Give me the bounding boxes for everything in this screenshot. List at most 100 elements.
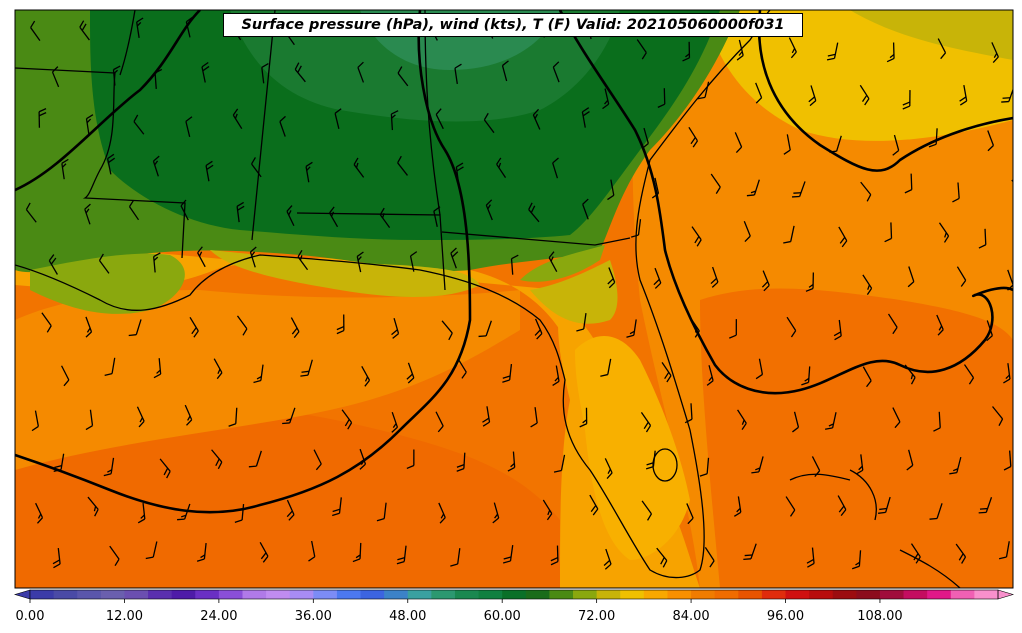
wind-barb [406, 449, 415, 470]
colorbar-segment [525, 590, 550, 599]
wind-barb [25, 202, 37, 223]
wind-barb [699, 457, 710, 477]
wind-barb [450, 548, 461, 567]
wind-barb [602, 88, 610, 110]
wind-barb [35, 502, 44, 524]
wind-barb [441, 320, 453, 341]
wind-barb [228, 407, 238, 427]
wind-barb [482, 406, 491, 427]
wind-barb [185, 16, 193, 38]
wind-barb [332, 497, 342, 517]
wind-barb [838, 226, 848, 248]
wind-barb [607, 267, 616, 289]
colorbar-segment [336, 590, 362, 599]
wind-barb [85, 114, 94, 135]
colorbar-tick-label: 36.00 [295, 609, 332, 624]
wind-barb [706, 365, 714, 386]
wind-barb [929, 503, 943, 520]
wind-barb [734, 132, 743, 154]
wind-barb [455, 162, 464, 183]
wind-barb [128, 199, 140, 221]
wind-barb [376, 502, 387, 522]
wind-barb [783, 225, 795, 244]
wind-barb [825, 412, 837, 430]
wind-barb [60, 365, 70, 387]
wind-barb [576, 313, 587, 332]
wind-barb [755, 358, 764, 380]
wind-barb [878, 496, 891, 514]
wind-barb [808, 85, 817, 107]
colorbar-segment [360, 590, 385, 599]
wind-barb [305, 161, 313, 183]
colorbar-segment [30, 590, 55, 599]
wind-barb [751, 456, 764, 474]
colorbar-segment [549, 590, 574, 599]
wind-barb [552, 61, 560, 83]
wind-barbs [25, 16, 1013, 570]
wind-barb [197, 246, 206, 268]
wind-barb [581, 107, 590, 128]
wind-barb [949, 456, 962, 475]
wind-barb [136, 406, 145, 428]
wind-barb [84, 203, 91, 225]
wind-barb [435, 108, 444, 130]
colorbar-segment [124, 590, 149, 599]
wind-barb [626, 319, 637, 338]
wind-barb [733, 496, 742, 517]
wind-barb [906, 449, 914, 471]
colorbar-ticks: 0.00 12.00 24.00 36.00 48.00 60.00 72.00 84.00 9… [16, 599, 903, 624]
wind-barb [761, 270, 770, 292]
wind-barb [788, 37, 797, 59]
wind-barb [184, 404, 193, 426]
wind-barb [501, 60, 509, 82]
wind-barb [682, 41, 691, 62]
colorbar-segment [832, 590, 857, 599]
wind-barb [159, 458, 171, 479]
wind-barb [729, 319, 737, 339]
colorbar-segment [242, 590, 267, 599]
colorbar-tick-label: 12.00 [106, 609, 143, 624]
colorbar-segment [171, 590, 196, 599]
wind-barb [390, 110, 399, 131]
wind-barb [248, 450, 262, 468]
wind-barb [259, 542, 269, 563]
wind-barb [603, 548, 612, 570]
wind-barb [630, 219, 642, 238]
wind-barb [892, 407, 901, 429]
colorbar-tick-label: 72.00 [578, 609, 615, 624]
wind-barb [433, 206, 441, 227]
wind-barb [359, 448, 367, 470]
wind-barb [704, 547, 715, 568]
wind-barb [534, 318, 543, 340]
wind-barb [85, 409, 94, 431]
colorbar-segment [667, 590, 692, 599]
colorbar-segment [77, 590, 102, 599]
colorbar-segment [809, 590, 834, 599]
wind-barb [978, 497, 993, 514]
wind-barb [133, 114, 145, 135]
wind-barb [978, 228, 987, 249]
wind-barb [530, 407, 538, 428]
wind-barb [152, 155, 160, 177]
wind-barb [743, 543, 757, 561]
wind-barb [987, 130, 995, 152]
colorbar-segment [266, 590, 291, 599]
wind-barb [397, 66, 409, 87]
wind-barb [657, 88, 666, 108]
wind-barb [253, 364, 264, 384]
wind-barb [936, 314, 944, 336]
wind-barb [31, 410, 39, 432]
wind-barb [510, 254, 519, 275]
wind-barb [1007, 269, 1013, 291]
wind-barb [336, 314, 345, 335]
colorbar-segment [502, 590, 527, 599]
wind-barb [154, 68, 163, 89]
wind-barb [641, 127, 649, 149]
colorbar-segment [974, 590, 999, 599]
wind-barb [85, 316, 93, 338]
wind-barb [689, 317, 700, 338]
colorbar-tick-label: 60.00 [484, 609, 521, 624]
wind-barb [710, 266, 719, 288]
colorbar-tick-label: 24.00 [200, 609, 237, 624]
wind-barb [579, 407, 588, 428]
